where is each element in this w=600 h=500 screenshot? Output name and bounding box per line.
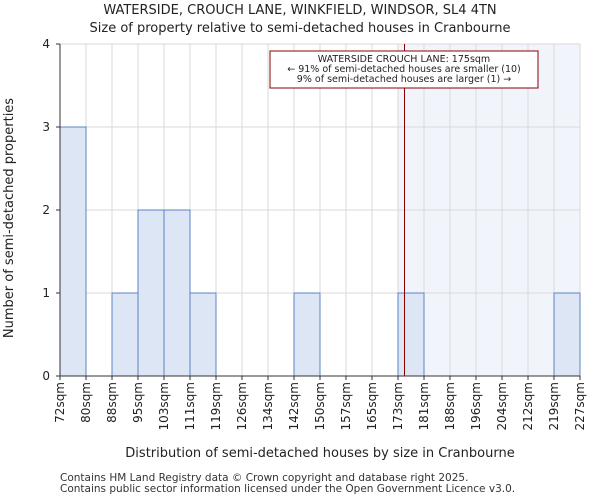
- x-tick-label: 134sqm: [261, 382, 275, 430]
- x-tick-label: 204sqm: [495, 382, 509, 430]
- y-tick-label: 1: [42, 286, 50, 300]
- x-tick-label: 212sqm: [521, 382, 535, 430]
- x-tick-label: 157sqm: [339, 382, 353, 430]
- y-axis-label: Number of semi-detached properties: [2, 98, 17, 338]
- x-tick-label: 227sqm: [573, 382, 587, 430]
- bar-142sqm: [293, 292, 321, 377]
- x-axis-label: Distribution of semi-detached houses by …: [125, 446, 514, 461]
- y-tick-label: 3: [42, 120, 50, 134]
- x-tick-label: 72sqm: [53, 382, 67, 423]
- y-tick-label: 0: [42, 369, 50, 383]
- annotation-box: WATERSIDE CROUCH LANE: 175sqm ← 91% of s…: [269, 50, 539, 89]
- annotation-line-2: ← 91% of semi-detached houses are smalle…: [287, 64, 521, 75]
- x-tick-label: 173sqm: [391, 382, 405, 430]
- footer-line-2: Contains public sector information licen…: [60, 483, 516, 495]
- bar-88sqm: [111, 292, 139, 377]
- x-tick-label: 88sqm: [105, 382, 119, 423]
- annotation-line-1: WATERSIDE CROUCH LANE: 175sqm: [318, 54, 490, 65]
- chart-title: WATERSIDE, CROUCH LANE, WINKFIELD, WINDS…: [103, 3, 496, 18]
- x-tick-label: 196sqm: [469, 382, 483, 430]
- x-tick-label: 142sqm: [287, 382, 301, 430]
- x-tick-label: 150sqm: [313, 382, 327, 430]
- x-tick-label: 219sqm: [547, 382, 561, 430]
- x-tick-label: 95sqm: [131, 382, 145, 423]
- y-tick-label: 4: [42, 37, 50, 51]
- x-tick-label: 181sqm: [417, 382, 431, 430]
- bars: [59, 126, 581, 377]
- x-tick-label: 103sqm: [157, 382, 171, 430]
- bar-72sqm: [59, 126, 87, 377]
- bar-173sqm: [397, 292, 425, 377]
- x-ticks: 72sqm 80sqm 88sqm 95sqm 103sqm 111sqm 119sqm 12…: [53, 376, 587, 430]
- bar-95sqm: [137, 209, 165, 377]
- y-tick-label: 2: [42, 203, 50, 217]
- bar-103sqm: [163, 209, 191, 377]
- footer-line-1: Contains HM Land Registry data © Crown c…: [60, 472, 469, 484]
- x-tick-label: 80sqm: [79, 382, 93, 423]
- y-ticks: 0 1 2 3 4: [42, 37, 60, 383]
- bar-219sqm: [553, 292, 581, 377]
- bar-111sqm: [189, 292, 217, 377]
- x-tick-label: 165sqm: [365, 382, 379, 430]
- x-tick-label: 119sqm: [209, 382, 223, 430]
- x-tick-label: 126sqm: [235, 382, 249, 430]
- annotation-line-3: 9% of semi-detached houses are larger (1…: [297, 74, 511, 85]
- x-tick-label: 111sqm: [183, 382, 197, 430]
- x-tick-label: 188sqm: [443, 382, 457, 430]
- chart-subtitle: Size of property relative to semi-detach…: [90, 21, 511, 36]
